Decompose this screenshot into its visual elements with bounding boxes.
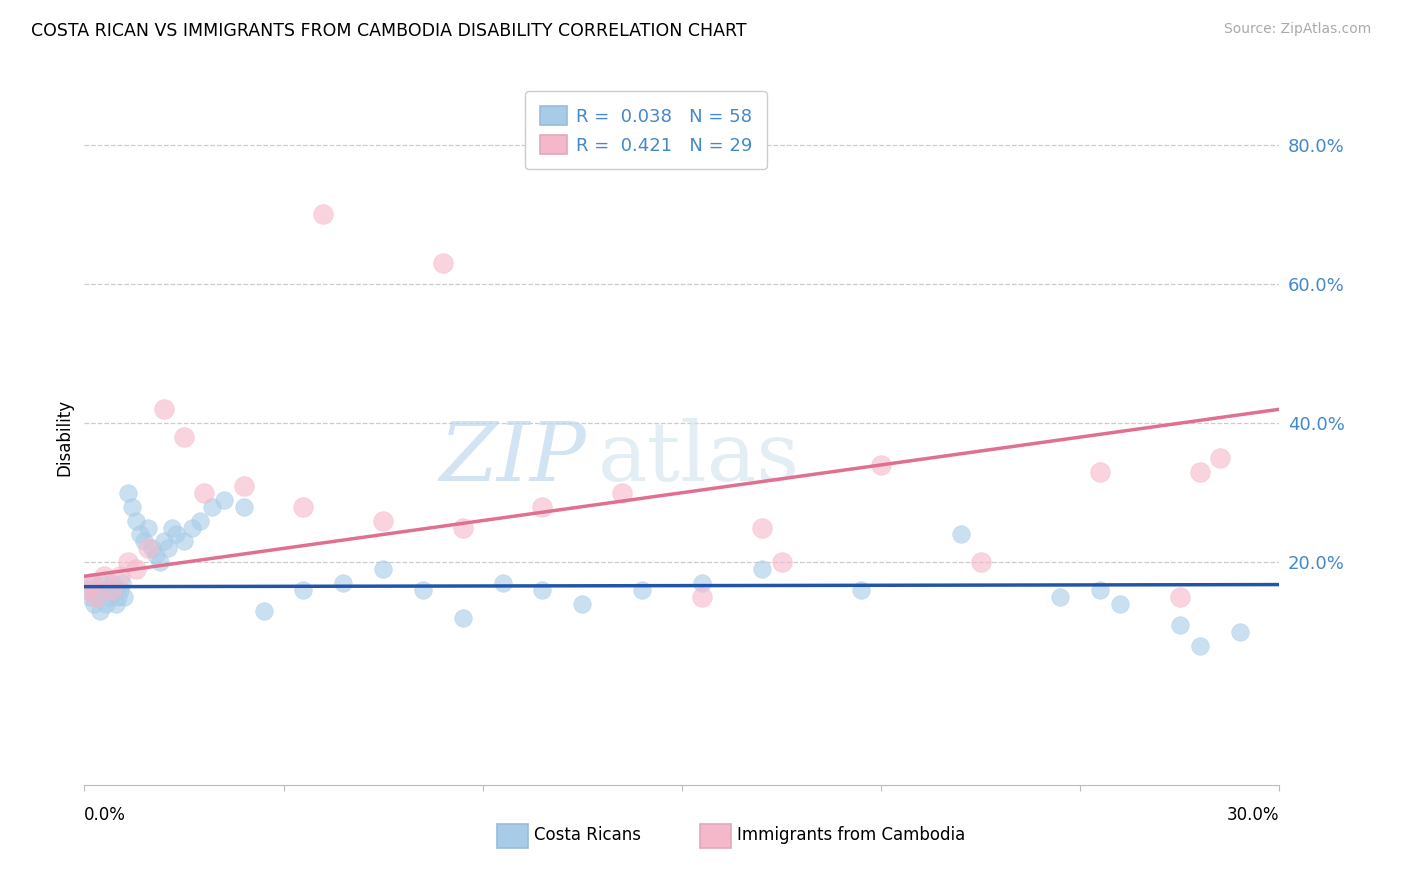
Text: ZIP: ZIP xyxy=(440,418,586,498)
Point xyxy=(1209,450,1232,465)
Point xyxy=(165,527,187,541)
Y-axis label: Disability: Disability xyxy=(55,399,73,475)
Point xyxy=(145,549,167,563)
Point xyxy=(1168,618,1191,632)
Point xyxy=(751,562,773,576)
Point xyxy=(77,583,100,598)
Point xyxy=(1109,597,1132,611)
Point xyxy=(292,583,315,598)
Point xyxy=(149,555,172,569)
Point xyxy=(96,597,118,611)
Point xyxy=(1188,639,1211,653)
Point xyxy=(160,520,183,534)
Point xyxy=(312,207,335,221)
Point xyxy=(949,527,972,541)
Point xyxy=(373,562,395,576)
Point xyxy=(136,520,159,534)
Point xyxy=(1229,624,1251,639)
Point xyxy=(173,430,195,444)
Point xyxy=(136,541,159,556)
Text: Costa Ricans: Costa Ricans xyxy=(534,826,641,844)
Point xyxy=(188,514,211,528)
Point xyxy=(105,597,128,611)
Point xyxy=(631,583,654,598)
Text: 0.0%: 0.0% xyxy=(84,805,127,824)
Point xyxy=(101,583,124,598)
Point xyxy=(125,562,148,576)
Point xyxy=(117,485,139,500)
Point xyxy=(153,402,176,417)
Legend: R =  0.038   N = 58, R =  0.421   N = 29: R = 0.038 N = 58, R = 0.421 N = 29 xyxy=(526,91,766,169)
Point xyxy=(121,500,143,514)
Point xyxy=(89,604,111,618)
Point xyxy=(690,576,713,591)
Text: Immigrants from Cambodia: Immigrants from Cambodia xyxy=(737,826,965,844)
Point xyxy=(193,485,215,500)
Point xyxy=(125,514,148,528)
Point xyxy=(101,576,124,591)
Point xyxy=(82,576,104,591)
Point xyxy=(141,541,163,556)
Point xyxy=(770,555,793,569)
Point xyxy=(292,500,315,514)
Point xyxy=(253,604,276,618)
Point xyxy=(851,583,873,598)
Point xyxy=(79,590,101,604)
Point xyxy=(97,583,120,598)
Point xyxy=(870,458,893,472)
Point xyxy=(98,590,121,604)
Point xyxy=(107,590,129,604)
Point xyxy=(451,611,474,625)
Point xyxy=(77,583,100,598)
Text: atlas: atlas xyxy=(599,418,800,498)
Point xyxy=(86,583,108,598)
Point xyxy=(492,576,515,591)
Point xyxy=(93,583,115,598)
Point xyxy=(129,527,152,541)
Point xyxy=(181,520,204,534)
Point xyxy=(117,555,139,569)
Point xyxy=(1090,583,1112,598)
Point xyxy=(1049,590,1071,604)
Point xyxy=(153,534,176,549)
Point xyxy=(110,569,132,583)
Point xyxy=(571,597,593,611)
Point xyxy=(531,583,554,598)
Point xyxy=(970,555,993,569)
FancyBboxPatch shape xyxy=(496,824,527,847)
Point xyxy=(201,500,224,514)
Point xyxy=(157,541,180,556)
Point xyxy=(83,597,105,611)
Point xyxy=(1188,465,1211,479)
Point xyxy=(232,500,254,514)
Point xyxy=(1090,465,1112,479)
Point xyxy=(690,590,713,604)
Point xyxy=(531,500,554,514)
Point xyxy=(751,520,773,534)
Point xyxy=(332,576,354,591)
Point xyxy=(432,256,454,270)
Point xyxy=(82,576,104,591)
Point xyxy=(103,583,125,598)
Text: Source: ZipAtlas.com: Source: ZipAtlas.com xyxy=(1223,22,1371,37)
Text: COSTA RICAN VS IMMIGRANTS FROM CAMBODIA DISABILITY CORRELATION CHART: COSTA RICAN VS IMMIGRANTS FROM CAMBODIA … xyxy=(31,22,747,40)
Point xyxy=(173,534,195,549)
Point xyxy=(91,576,114,591)
Point xyxy=(232,479,254,493)
Point xyxy=(87,590,110,604)
Point xyxy=(612,485,634,500)
Point xyxy=(86,590,108,604)
Point xyxy=(412,583,434,598)
Point xyxy=(132,534,156,549)
Text: 30.0%: 30.0% xyxy=(1227,805,1279,824)
Point xyxy=(112,590,135,604)
Point xyxy=(111,576,134,591)
Point xyxy=(93,569,115,583)
Point xyxy=(110,583,132,598)
Point xyxy=(373,514,395,528)
Point xyxy=(212,492,235,507)
FancyBboxPatch shape xyxy=(700,824,731,847)
Point xyxy=(1168,590,1191,604)
Point xyxy=(451,520,474,534)
